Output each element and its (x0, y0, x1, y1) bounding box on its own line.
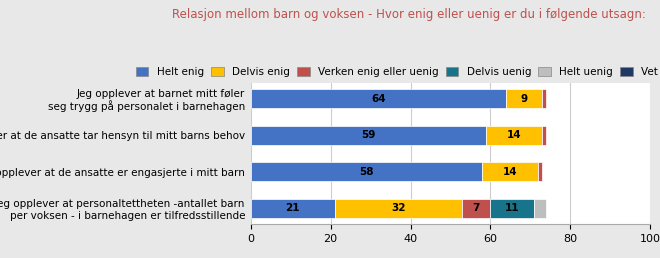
Text: 9: 9 (521, 94, 528, 103)
Bar (251, 162, 482, 181)
Bar (251, 126, 486, 145)
Bar (251, 199, 335, 218)
Bar (539, 162, 543, 181)
Bar (482, 162, 539, 181)
Text: 64: 64 (372, 94, 386, 103)
Text: 58: 58 (359, 167, 374, 177)
Bar (543, 126, 546, 145)
Text: 14: 14 (503, 167, 517, 177)
Bar (251, 89, 506, 108)
Text: Relasjon mellom barn og voksen - Hvor enig eller uenig er du i følgende utsagn:: Relasjon mellom barn og voksen - Hvor en… (172, 8, 646, 21)
Bar (463, 199, 490, 218)
Text: 21: 21 (286, 204, 300, 213)
Bar (490, 199, 535, 218)
Text: 59: 59 (362, 130, 376, 140)
Legend: Helt enig, Delvis enig, Verken enig eller uenig, Delvis uenig, Helt uenig, Vet i: Helt enig, Delvis enig, Verken enig elle… (136, 67, 660, 77)
Text: 11: 11 (505, 204, 519, 213)
Bar (486, 126, 543, 145)
Text: 7: 7 (473, 204, 480, 213)
Bar (335, 199, 463, 218)
Bar (506, 89, 543, 108)
Text: 14: 14 (507, 130, 521, 140)
Bar (535, 199, 546, 218)
Bar (543, 89, 546, 108)
Text: 32: 32 (391, 204, 406, 213)
